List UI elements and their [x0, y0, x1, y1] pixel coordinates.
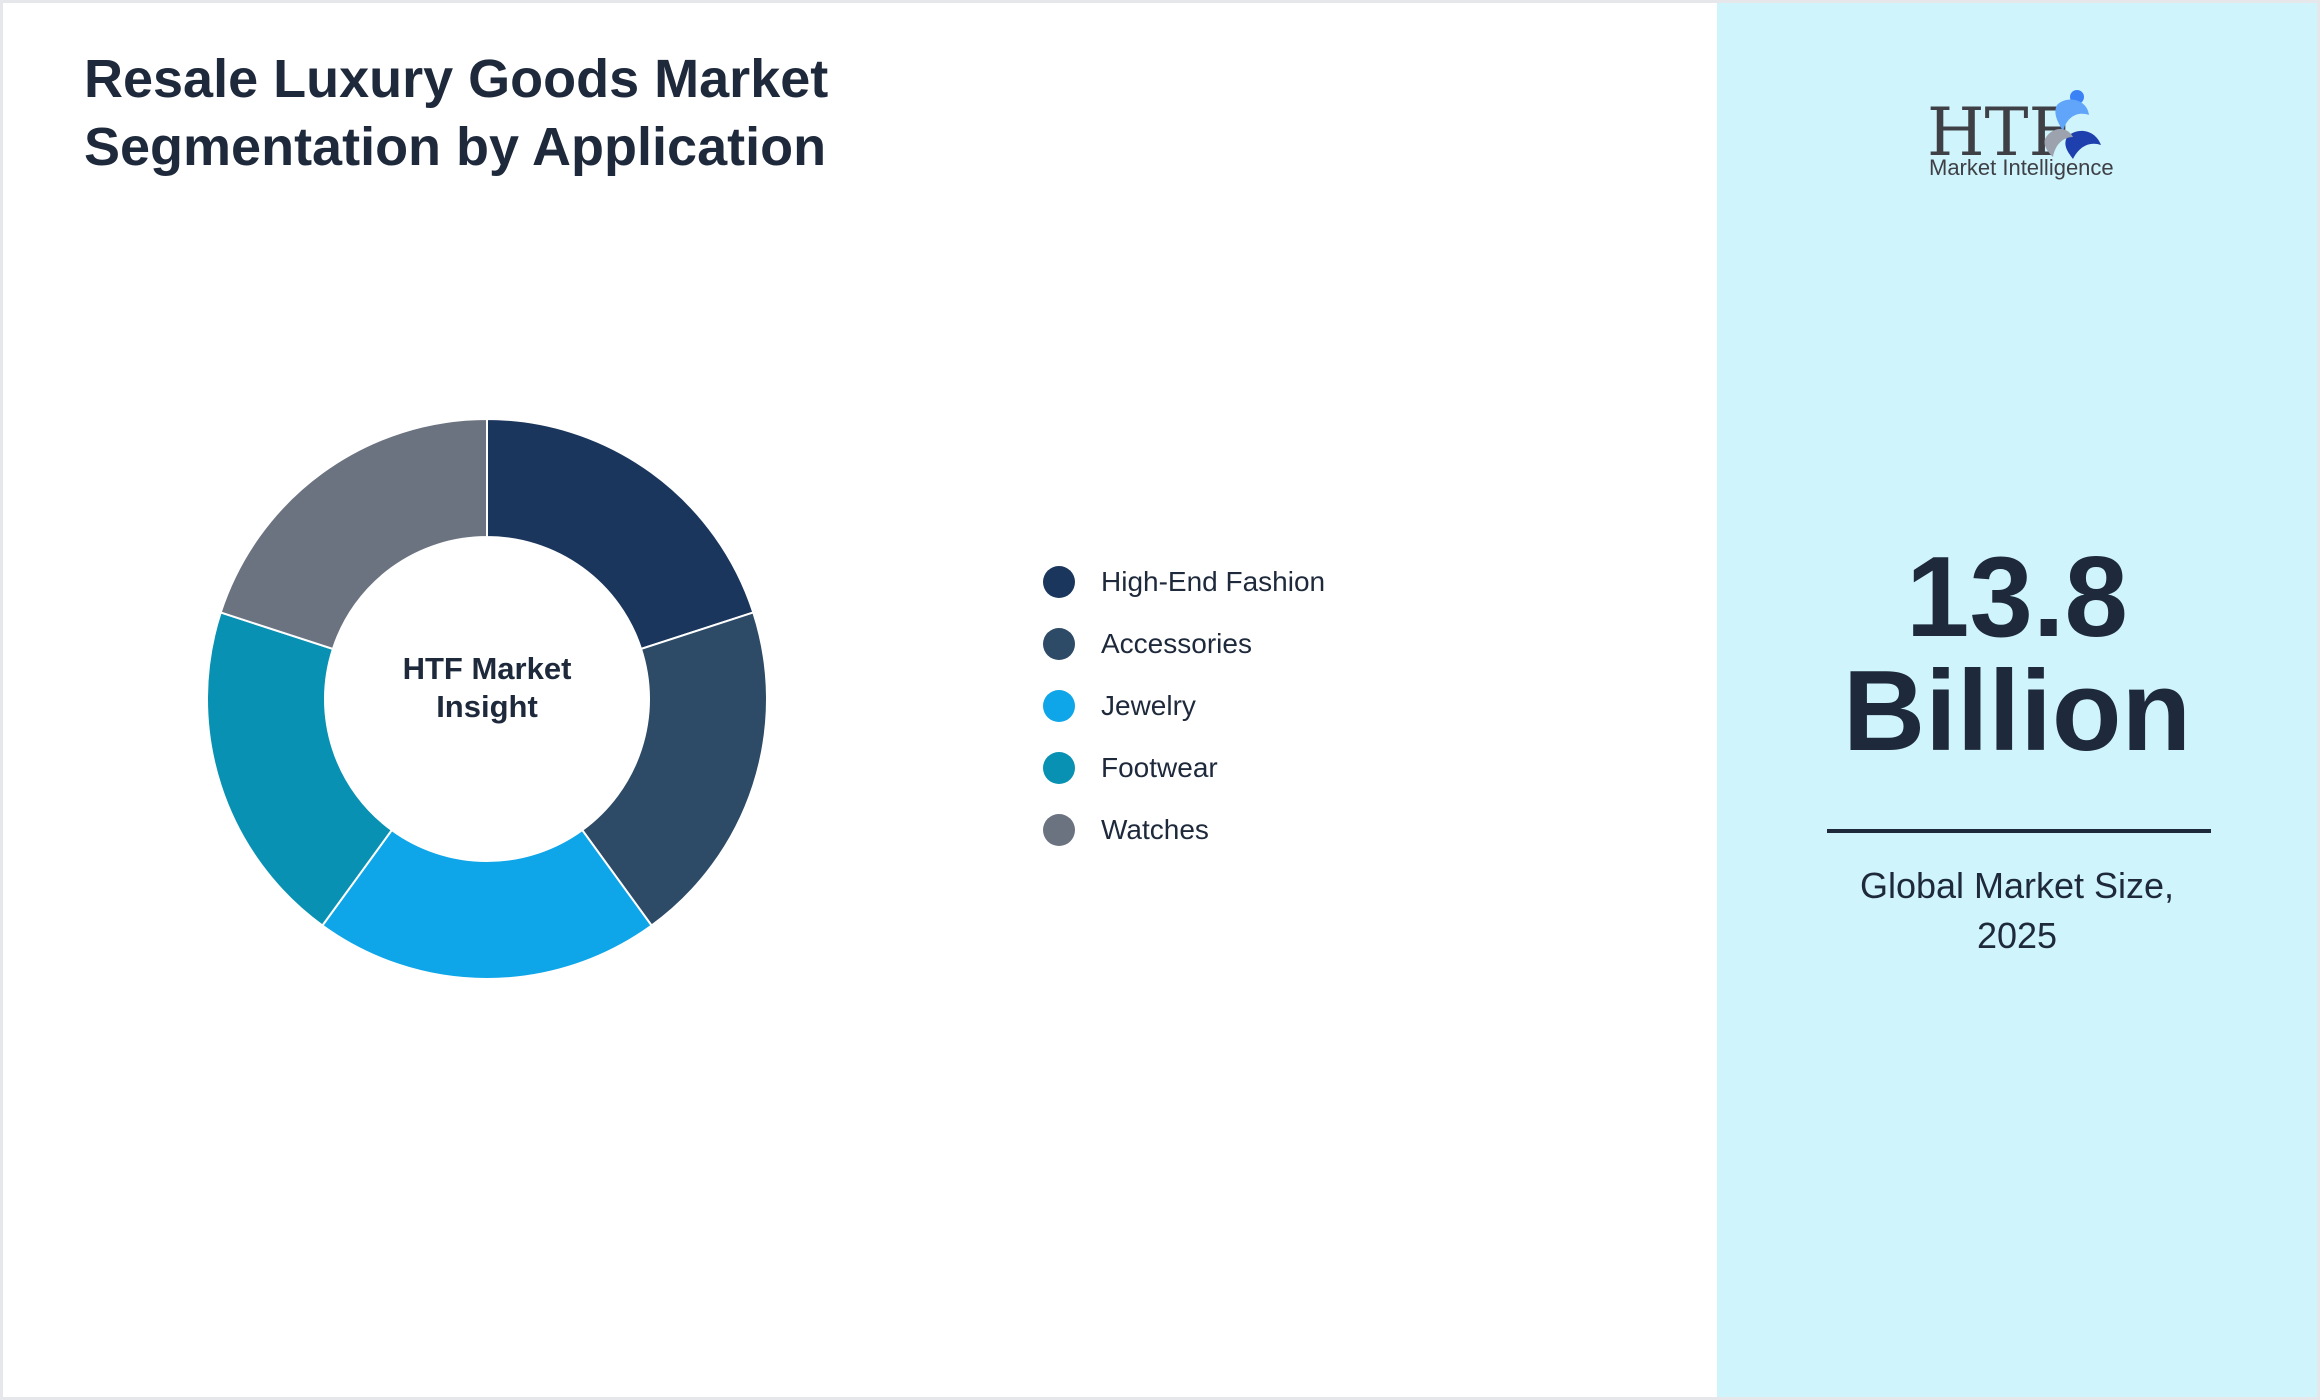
chart-panel: Resale Luxury Goods Market Segmentation … [3, 3, 1717, 1397]
donut-slice-footwear [206, 611, 394, 927]
chart-title: Resale Luxury Goods Market Segmentation … [84, 45, 1184, 181]
legend-swatch [1043, 814, 1075, 846]
chart-legend: High-End Fashion Accessories Jewelry Footwe… [1043, 551, 1543, 861]
logo-text: HTF [1927, 94, 2074, 171]
legend-label: High-End Fashion [1101, 566, 1326, 597]
market-size-unit: Billion [1842, 648, 2192, 775]
htf-logo-icon: HTF [1927, 90, 2101, 171]
donut-chart: HTF Market Insight [206, 417, 768, 981]
logo-subtitle: Market Intelligence [1929, 155, 2114, 180]
market-size-panel: HTF Market Intelligence 13.8 Billion Glo… [1717, 3, 2317, 1397]
donut-center-label-line-2: Insight [436, 689, 538, 724]
divider [1827, 829, 2211, 833]
market-size-caption-line-1: Global Market Size, [1859, 865, 2175, 906]
market-size-caption-line-2: 2025 [1976, 915, 2058, 956]
chart-title-line-2: Segmentation by Application [84, 117, 827, 177]
legend-swatch [1043, 628, 1075, 660]
market-size-value: 13.8 Billion [1717, 541, 2317, 769]
legend-swatch [1043, 690, 1075, 722]
donut-slice-watches [219, 417, 488, 651]
donut-slices [206, 417, 768, 981]
donut-slice-jewelry [321, 828, 653, 981]
legend-item: Footwear [1043, 737, 1543, 799]
market-size-caption: Global Market Size, 2025 [1777, 861, 2257, 961]
legend-swatch [1043, 752, 1075, 784]
legend-label: Footwear [1101, 752, 1218, 783]
legend-item: Watches [1043, 799, 1543, 861]
chart-title-line-1: Resale Luxury Goods Market [84, 49, 829, 109]
market-size-number: 13.8 [1906, 534, 2128, 661]
legend-label: Jewelry [1101, 690, 1196, 721]
legend-swatch [1043, 566, 1075, 598]
donut-center-label-line-1: HTF Market [403, 651, 572, 686]
legend-label: Accessories [1101, 628, 1252, 659]
legend-item: Accessories [1043, 613, 1543, 675]
donut-slice-accessories [580, 611, 768, 927]
legend-item: Jewelry [1043, 675, 1543, 737]
legend-label: Watches [1101, 814, 1209, 845]
legend-item: High-End Fashion [1043, 551, 1543, 613]
donut-slice-high-end-fashion [486, 417, 755, 651]
